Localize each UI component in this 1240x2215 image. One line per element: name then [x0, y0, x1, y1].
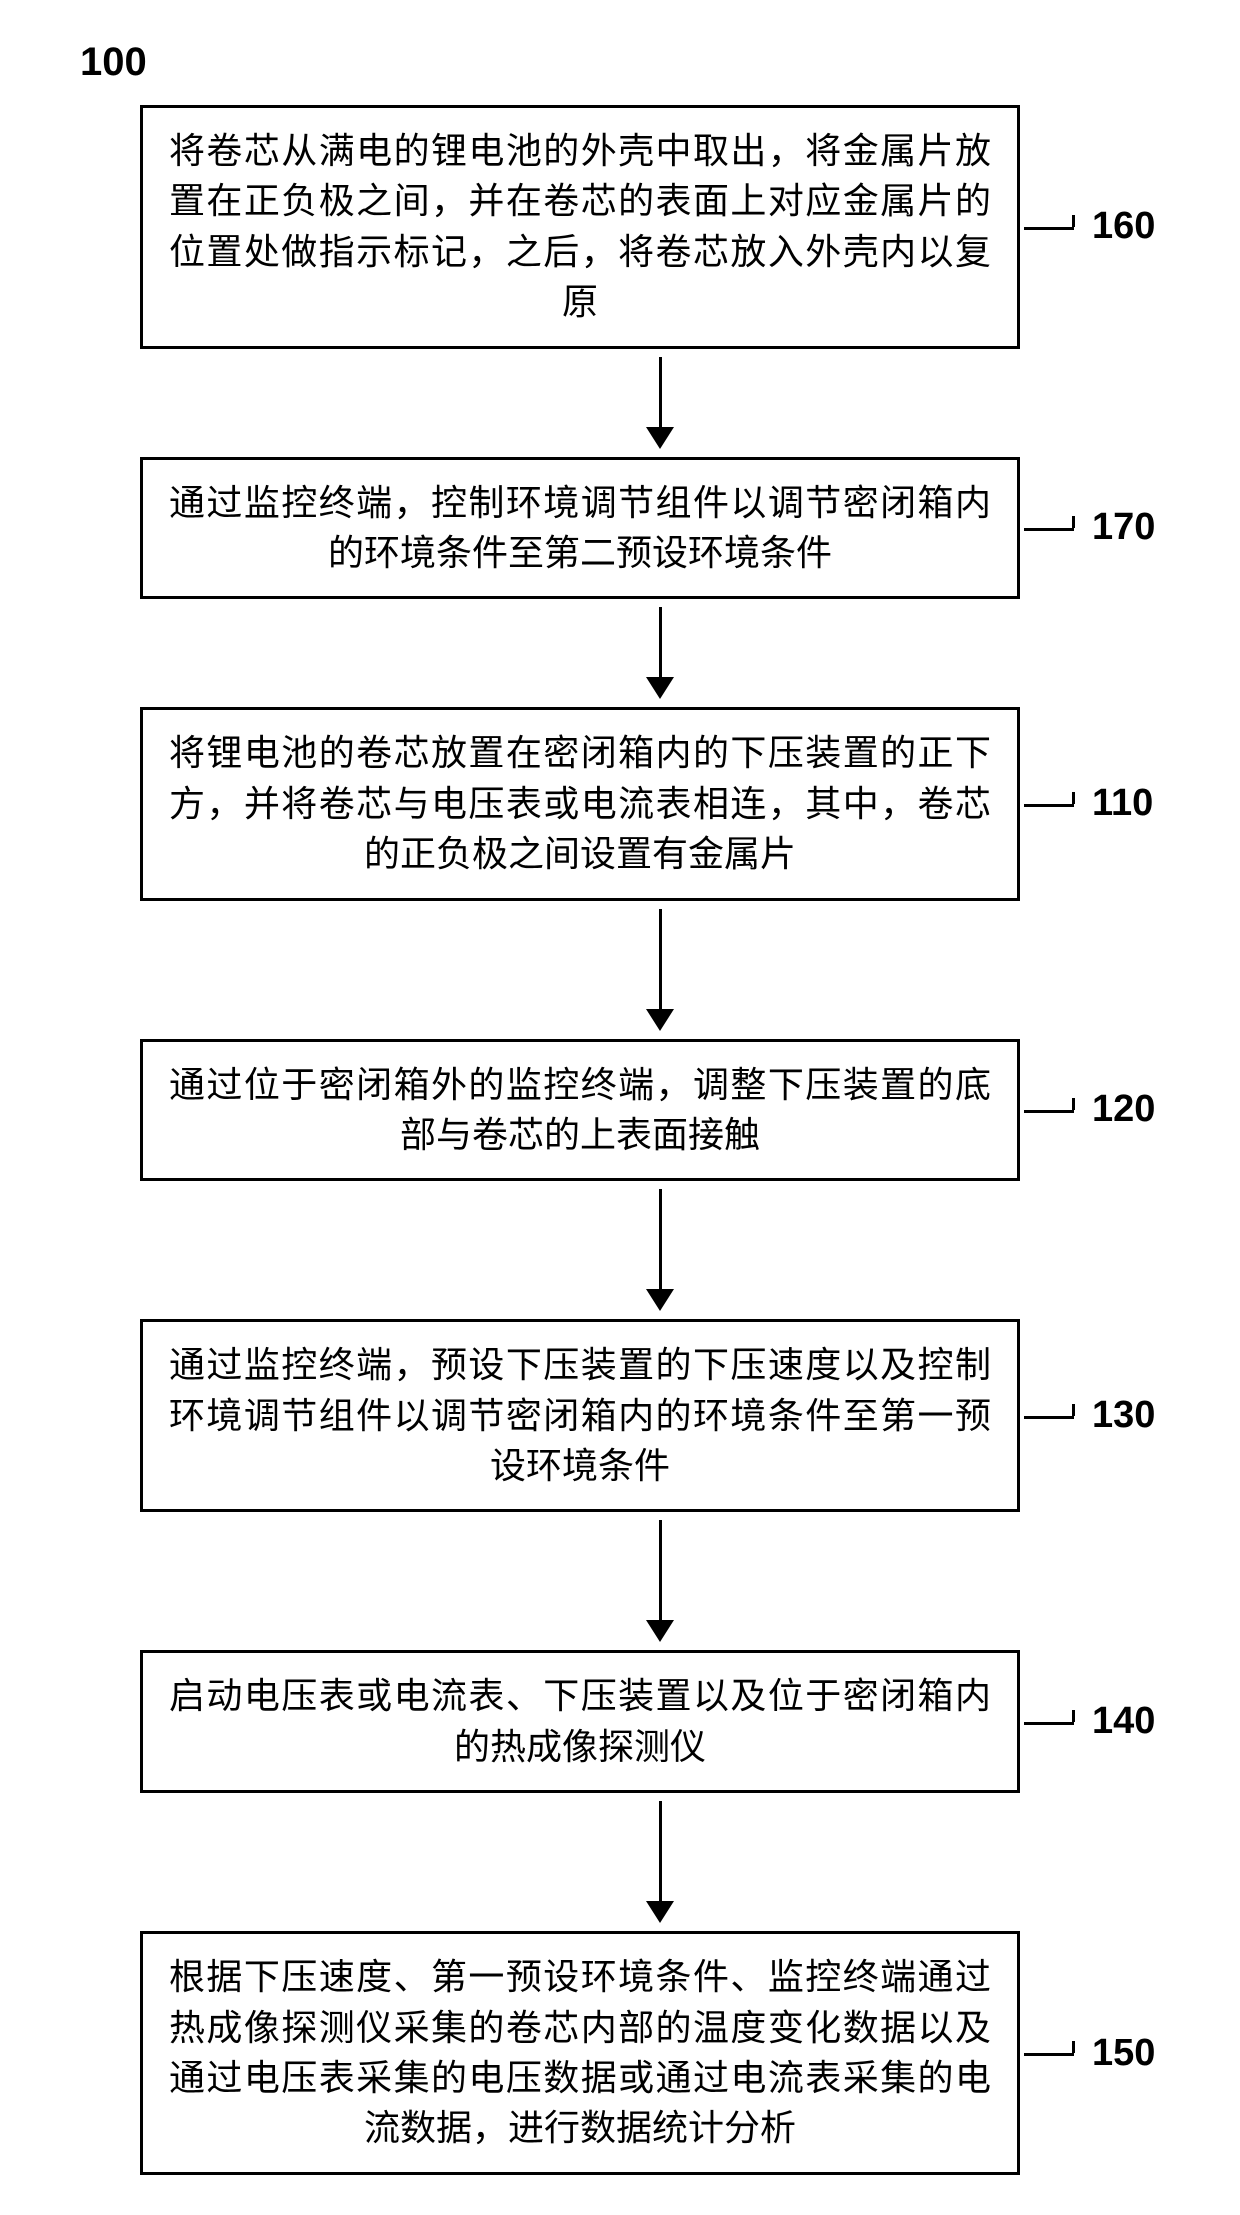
step-number: 170	[1092, 506, 1155, 549]
step-box: 通过监控终端，控制环境调节组件以调节密闭箱内的环境条件至第二预设环境条件	[140, 457, 1020, 600]
arrow-head-icon	[646, 1901, 674, 1923]
arrow-down-icon	[220, 1189, 1100, 1311]
arrow-down-icon	[220, 607, 1100, 699]
arrow-head-icon	[646, 1620, 674, 1642]
step-number: 140	[1092, 1700, 1155, 1743]
leader-line-icon	[1024, 1098, 1084, 1122]
arrow-shaft	[659, 1520, 662, 1620]
diagram-id: 100	[60, 40, 1180, 85]
flow-step: 将卷芯从满电的锂电池的外壳中取出，将金属片放置在正负极之间，并在卷芯的表面上对应…	[60, 105, 1180, 349]
step-number: 160	[1092, 205, 1155, 248]
step-label-leader: 150	[1020, 2032, 1180, 2075]
arrow-down-icon	[220, 909, 1100, 1031]
leader-line-icon	[1024, 2041, 1084, 2065]
arrow-shaft	[659, 909, 662, 1009]
flow-step: 将锂电池的卷芯放置在密闭箱内的下压装置的正下方，并将卷芯与电压表或电流表相连，其…	[60, 707, 1180, 900]
step-label-leader: 110	[1020, 782, 1180, 825]
step-label-leader: 140	[1020, 1700, 1180, 1743]
step-number: 110	[1092, 782, 1153, 825]
arrow-head-icon	[646, 1289, 674, 1311]
flow-step: 通过位于密闭箱外的监控终端，调整下压装置的底部与卷芯的上表面接触 120	[60, 1039, 1180, 1182]
step-box: 启动电压表或电流表、下压装置以及位于密闭箱内的热成像探测仪	[140, 1650, 1020, 1793]
arrow-head-icon	[646, 427, 674, 449]
arrow-shaft	[659, 1189, 662, 1289]
arrow-down-icon	[220, 1801, 1100, 1923]
step-box: 通过位于密闭箱外的监控终端，调整下压装置的底部与卷芯的上表面接触	[140, 1039, 1020, 1182]
arrow-down-icon	[220, 1520, 1100, 1642]
arrow-down-icon	[220, 357, 1100, 449]
step-label-leader: 120	[1020, 1088, 1180, 1131]
flow-step: 根据下压速度、第一预设环境条件、监控终端通过热成像探测仪采集的卷芯内部的温度变化…	[60, 1931, 1180, 2175]
leader-line-icon	[1024, 1710, 1084, 1734]
flow-step: 通过监控终端，控制环境调节组件以调节密闭箱内的环境条件至第二预设环境条件 170	[60, 457, 1180, 600]
leader-line-icon	[1024, 1404, 1084, 1428]
leader-line-icon	[1024, 516, 1084, 540]
leader-line-icon	[1024, 215, 1084, 239]
leader-line-icon	[1024, 792, 1084, 816]
step-label-leader: 160	[1020, 205, 1180, 248]
arrow-shaft	[659, 1801, 662, 1901]
step-label-leader: 170	[1020, 506, 1180, 549]
step-number: 150	[1092, 2032, 1155, 2075]
step-box: 将锂电池的卷芯放置在密闭箱内的下压装置的正下方，并将卷芯与电压表或电流表相连，其…	[140, 707, 1020, 900]
flowchart-container: 将卷芯从满电的锂电池的外壳中取出，将金属片放置在正负极之间，并在卷芯的表面上对应…	[60, 105, 1180, 2175]
arrow-head-icon	[646, 1009, 674, 1031]
step-number: 120	[1092, 1088, 1155, 1131]
flow-step: 通过监控终端，预设下压装置的下压速度以及控制环境调节组件以调节密闭箱内的环境条件…	[60, 1319, 1180, 1512]
arrow-head-icon	[646, 677, 674, 699]
step-number: 130	[1092, 1394, 1155, 1437]
step-label-leader: 130	[1020, 1394, 1180, 1437]
arrow-shaft	[659, 357, 662, 427]
step-box: 将卷芯从满电的锂电池的外壳中取出，将金属片放置在正负极之间，并在卷芯的表面上对应…	[140, 105, 1020, 349]
flow-step: 启动电压表或电流表、下压装置以及位于密闭箱内的热成像探测仪 140	[60, 1650, 1180, 1793]
arrow-shaft	[659, 607, 662, 677]
step-box: 通过监控终端，预设下压装置的下压速度以及控制环境调节组件以调节密闭箱内的环境条件…	[140, 1319, 1020, 1512]
step-box: 根据下压速度、第一预设环境条件、监控终端通过热成像探测仪采集的卷芯内部的温度变化…	[140, 1931, 1020, 2175]
